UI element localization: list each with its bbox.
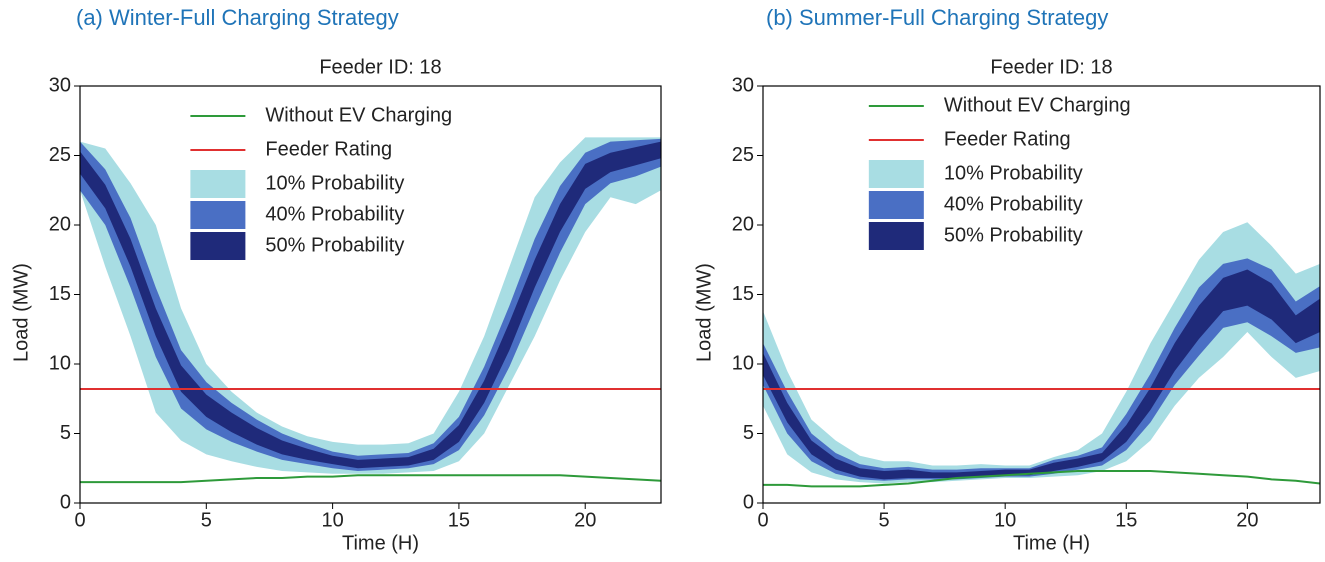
y-tick-label: 15 bbox=[49, 283, 71, 305]
y-tick-label: 5 bbox=[743, 422, 754, 444]
y-tick-label: 30 bbox=[732, 74, 754, 96]
legend-label: 50% Probability bbox=[265, 234, 404, 256]
subtitle: Feeder ID: 18 bbox=[990, 56, 1112, 78]
x-tick-label: 20 bbox=[574, 509, 596, 531]
x-axis-label: Time (H) bbox=[342, 532, 419, 554]
legend-swatch bbox=[190, 170, 246, 198]
y-tick-label: 20 bbox=[49, 213, 71, 235]
y-axis-label: Load (MW) bbox=[693, 263, 715, 362]
legend-label: 40% Probability bbox=[944, 193, 1083, 215]
legend-label: Feeder Rating bbox=[265, 138, 392, 160]
probability-band bbox=[80, 141, 661, 469]
y-tick-label: 10 bbox=[732, 352, 754, 374]
legend-label: Without EV Charging bbox=[265, 104, 452, 126]
y-tick-label: 25 bbox=[732, 144, 754, 166]
y-tick-label: 0 bbox=[743, 491, 754, 513]
panel: (a) Winter-Full Charging Strategy Feeder … bbox=[10, 5, 662, 554]
x-tick-label: 5 bbox=[201, 509, 212, 531]
legend-label: 10% Probability bbox=[944, 162, 1083, 184]
load-line bbox=[763, 470, 1321, 488]
y-tick-label: 15 bbox=[732, 283, 754, 305]
legend-swatch bbox=[868, 222, 924, 250]
y-tick-label: 30 bbox=[49, 74, 71, 96]
probability-band bbox=[763, 269, 1320, 480]
legend-swatch bbox=[190, 232, 246, 260]
legend-label: 50% Probability bbox=[944, 224, 1083, 246]
y-tick-label: 10 bbox=[49, 352, 71, 374]
legend-label: 40% Probability bbox=[265, 203, 404, 225]
legend-label: Feeder Rating bbox=[944, 128, 1071, 150]
subtitle: Feeder ID: 18 bbox=[319, 56, 441, 78]
y-tick-label: 0 bbox=[60, 491, 71, 513]
x-tick-label: 5 bbox=[879, 509, 890, 531]
x-axis-label: Time (H) bbox=[1013, 532, 1090, 554]
panel: (b) Summer-Full Charging Strategy Feeder … bbox=[693, 5, 1321, 554]
panel-title: (a) Winter-Full Charging Strategy bbox=[76, 5, 399, 30]
x-tick-label: 15 bbox=[448, 509, 470, 531]
x-tick-label: 20 bbox=[1236, 509, 1258, 531]
y-tick-label: 5 bbox=[60, 422, 71, 444]
load-line bbox=[80, 474, 662, 484]
x-tick-label: 10 bbox=[321, 509, 343, 531]
y-tick-label: 25 bbox=[49, 144, 71, 166]
x-tick-label: 10 bbox=[994, 509, 1016, 531]
legend-swatch bbox=[868, 160, 924, 188]
legend-swatch bbox=[868, 191, 924, 219]
legend-label: Without EV Charging bbox=[944, 94, 1131, 116]
x-tick-label: 15 bbox=[1115, 509, 1137, 531]
y-tick-label: 20 bbox=[732, 213, 754, 235]
legend-label: 10% Probability bbox=[265, 172, 404, 194]
x-tick-label: 0 bbox=[74, 509, 85, 531]
legend-swatch bbox=[190, 201, 246, 229]
x-tick-label: 0 bbox=[757, 509, 768, 531]
panel-title: (b) Summer-Full Charging Strategy bbox=[766, 5, 1108, 30]
y-axis-label: Load (MW) bbox=[10, 263, 32, 362]
